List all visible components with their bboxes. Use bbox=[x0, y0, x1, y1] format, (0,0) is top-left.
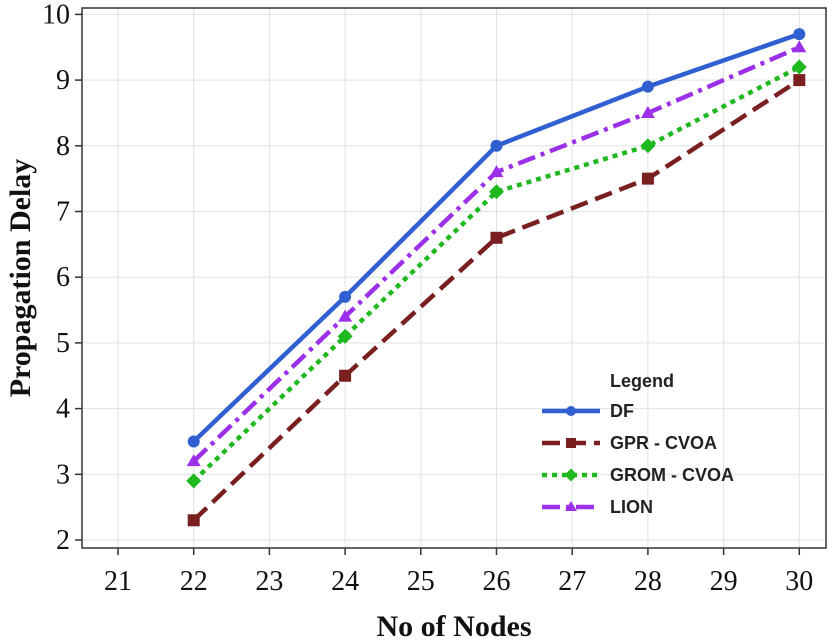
x-tick-label: 22 bbox=[180, 566, 208, 597]
data-point bbox=[792, 40, 807, 53]
data-point bbox=[793, 74, 806, 87]
y-tick-label: 7 bbox=[56, 197, 70, 228]
series-lion bbox=[186, 40, 807, 467]
data-point bbox=[565, 501, 577, 511]
data-point bbox=[339, 290, 352, 303]
legend-label: LION bbox=[610, 497, 653, 517]
legend-item: DF bbox=[542, 401, 634, 421]
data-point bbox=[338, 309, 353, 322]
x-tick-label: 23 bbox=[255, 566, 283, 597]
data-point bbox=[641, 80, 654, 93]
y-tick-label: 6 bbox=[56, 262, 70, 293]
x-tick-label: 24 bbox=[331, 566, 359, 597]
y-tick-label: 3 bbox=[56, 459, 70, 490]
data-point bbox=[641, 172, 654, 185]
data-point bbox=[490, 231, 503, 244]
y-tick-label: 4 bbox=[56, 394, 70, 425]
data-point bbox=[791, 59, 807, 75]
x-axis-ticks: 21 22 23 24 25 26 27 28 29 30 bbox=[104, 548, 813, 597]
legend-label: GROM - CVOA bbox=[610, 465, 734, 485]
legend-label: DF bbox=[610, 401, 634, 421]
series-line bbox=[192, 78, 801, 522]
plot-area-frame bbox=[81, 7, 827, 549]
data-point bbox=[186, 454, 201, 467]
series-grom-cvoa bbox=[186, 59, 807, 489]
data-point bbox=[566, 438, 576, 448]
data-point bbox=[566, 406, 576, 416]
y-axis-title: Propagation Delay bbox=[4, 159, 37, 398]
x-axis-title: No of Nodes bbox=[377, 610, 532, 643]
data-point bbox=[490, 139, 503, 152]
y-tick-label: 8 bbox=[56, 131, 70, 162]
y-tick-label: 10 bbox=[42, 0, 70, 30]
data-point bbox=[187, 435, 200, 448]
x-tick-label: 27 bbox=[558, 566, 586, 597]
data-point bbox=[793, 28, 806, 41]
legend-item: GROM - CVOA bbox=[542, 465, 734, 485]
grid bbox=[82, 8, 826, 548]
data-point bbox=[564, 468, 578, 482]
x-tick-label: 26 bbox=[483, 566, 511, 597]
x-tick-label: 29 bbox=[710, 566, 738, 597]
data-point bbox=[640, 138, 656, 154]
y-axis-ticks: 2 3 4 5 6 7 8 9 10 bbox=[42, 0, 82, 556]
y-tick-label: 2 bbox=[56, 525, 70, 556]
x-tick-label: 25 bbox=[407, 566, 435, 597]
series-gpr-cvoa bbox=[187, 74, 806, 527]
data-point bbox=[337, 328, 353, 344]
legend: Legend DF GPR - CVOA GROM - CVOA LION bbox=[542, 371, 734, 517]
legend-title: Legend bbox=[610, 371, 674, 391]
data-point bbox=[489, 165, 504, 178]
x-tick-label: 21 bbox=[104, 566, 132, 597]
data-point bbox=[640, 105, 655, 118]
legend-item: GPR - CVOA bbox=[542, 433, 717, 453]
y-tick-label: 5 bbox=[56, 328, 70, 359]
data-point bbox=[186, 473, 202, 489]
series-df bbox=[187, 28, 806, 448]
series-line bbox=[192, 64, 801, 483]
x-tick-label: 30 bbox=[785, 566, 813, 597]
data-point bbox=[187, 514, 200, 527]
legend-item: LION bbox=[542, 497, 653, 517]
data-point bbox=[339, 369, 352, 382]
data-point bbox=[489, 184, 504, 200]
y-tick-label: 9 bbox=[56, 65, 70, 96]
series-group bbox=[186, 28, 807, 527]
x-tick-label: 28 bbox=[634, 566, 662, 597]
legend-label: GPR - CVOA bbox=[610, 433, 717, 453]
